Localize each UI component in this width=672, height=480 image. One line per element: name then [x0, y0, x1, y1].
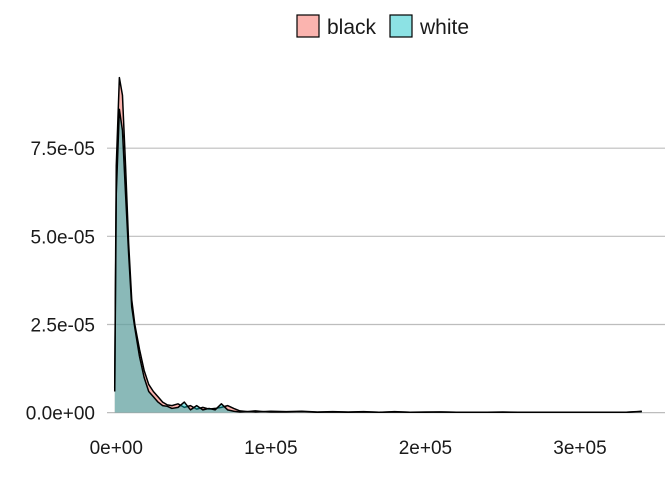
y-tick-label: 2.5e-05	[31, 315, 95, 336]
x-tick-label: 2e+05	[399, 438, 452, 459]
grid-layer	[107, 147, 665, 414]
x-tick-label: 0e+00	[90, 438, 143, 459]
x-tick-label: 3e+05	[553, 438, 606, 459]
density-area-black	[114, 77, 642, 413]
legend-label-white: white	[419, 16, 469, 39]
series-layer	[113, 76, 642, 414]
density-area-white	[114, 109, 642, 413]
x-tick-label: 1e+05	[244, 438, 297, 459]
legend: black white	[296, 14, 469, 39]
density-line-white	[113, 108, 642, 414]
y-tick-label: 5.0e-05	[31, 227, 95, 248]
legend-key-black	[296, 14, 320, 38]
legend-label-black: black	[327, 16, 377, 39]
y-tick-label: 7.5e-05	[31, 139, 95, 160]
axis-layer: 0.0e+00 2.5e-05 5.0e-05 7.5e-05 0e+00 1e+05 2e…	[26, 139, 607, 459]
y-tick-label: 0.0e+00	[26, 404, 95, 425]
legend-key-white	[389, 14, 413, 38]
density-line-black	[113, 76, 642, 414]
